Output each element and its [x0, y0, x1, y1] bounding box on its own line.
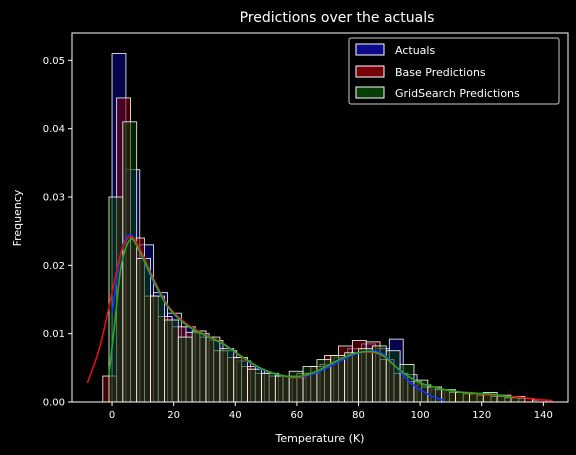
bar-gridsearch-predictions-7: [205, 336, 221, 403]
kde-curves: [86, 233, 553, 402]
bar-gridsearch-predictions-2: [136, 258, 151, 403]
x-tick-label-20: 20: [167, 410, 180, 421]
x-tick-label-0: 0: [109, 410, 115, 421]
legend-swatch-gridsearch-predictions: [355, 86, 385, 99]
x-tick-label-120: 120: [472, 410, 491, 421]
x-tick-label-80: 80: [352, 410, 365, 421]
x-tick-label-140: 140: [534, 410, 553, 421]
bar-gridsearch-predictions-6: [191, 330, 207, 403]
y-tick-label-0: 0.00: [43, 398, 65, 409]
bar-gridsearch-predictions-10: [247, 368, 262, 403]
bar-gridsearch-predictions-11: [261, 372, 276, 403]
plot-frame: [71, 32, 569, 403]
chart-title: Predictions over the actuals: [240, 10, 435, 26]
legend: Actuals Base Predictions GridSearch Pred…: [348, 37, 560, 105]
y-tick-label-4: 0.04: [43, 124, 65, 135]
bar-gridsearch-predictions-9: [233, 357, 249, 403]
y-tick-label-5: 0.05: [43, 56, 65, 67]
bar-gridsearch-predictions-1: [122, 121, 138, 403]
legend-swatch-base-predictions: [355, 65, 385, 78]
x-axis-label: Temperature (K): [275, 432, 365, 445]
legend-box: [348, 37, 560, 105]
x-tick-label-100: 100: [411, 410, 430, 421]
x-tick-label-40: 40: [229, 410, 242, 421]
bar-gridsearch-predictions-25: [455, 392, 470, 403]
bar-gridsearch-predictions-3: [150, 295, 165, 403]
x-tick-label-60: 60: [291, 410, 304, 421]
y-axis-label: Frequency: [11, 189, 24, 246]
bar-gridsearch-predictions-17: [344, 352, 359, 403]
bar-gridsearch-predictions-4: [164, 319, 179, 403]
y-tick-label-3: 0.03: [43, 193, 65, 204]
x-axis-ticks: 0 20 40 60 80 100 120 140: [109, 402, 553, 421]
legend-label-base-predictions: Base Predictions: [395, 66, 486, 79]
bar-gridsearch-predictions-26: [469, 393, 484, 403]
bar-gridsearch-predictions-5: [177, 336, 193, 403]
kde-line-gridsearch-predictions: [108, 238, 513, 399]
bar-gridsearch-predictions-12: [274, 375, 290, 403]
legend-swatch-actuals: [355, 43, 385, 56]
y-tick-label-1: 0.01: [43, 329, 65, 340]
bar-gridsearch-predictions-8: [219, 348, 235, 403]
y-axis-ticks: 0.00 0.01 0.02 0.03 0.04 0.05: [43, 56, 72, 409]
y-tick-label-2: 0.02: [43, 261, 65, 272]
bar-gridsearch-predictions-18: [358, 348, 373, 403]
legend-label-actuals: Actuals: [395, 44, 435, 57]
legend-label-gridsearch-predictions: GridSearch Predictions: [395, 87, 520, 100]
